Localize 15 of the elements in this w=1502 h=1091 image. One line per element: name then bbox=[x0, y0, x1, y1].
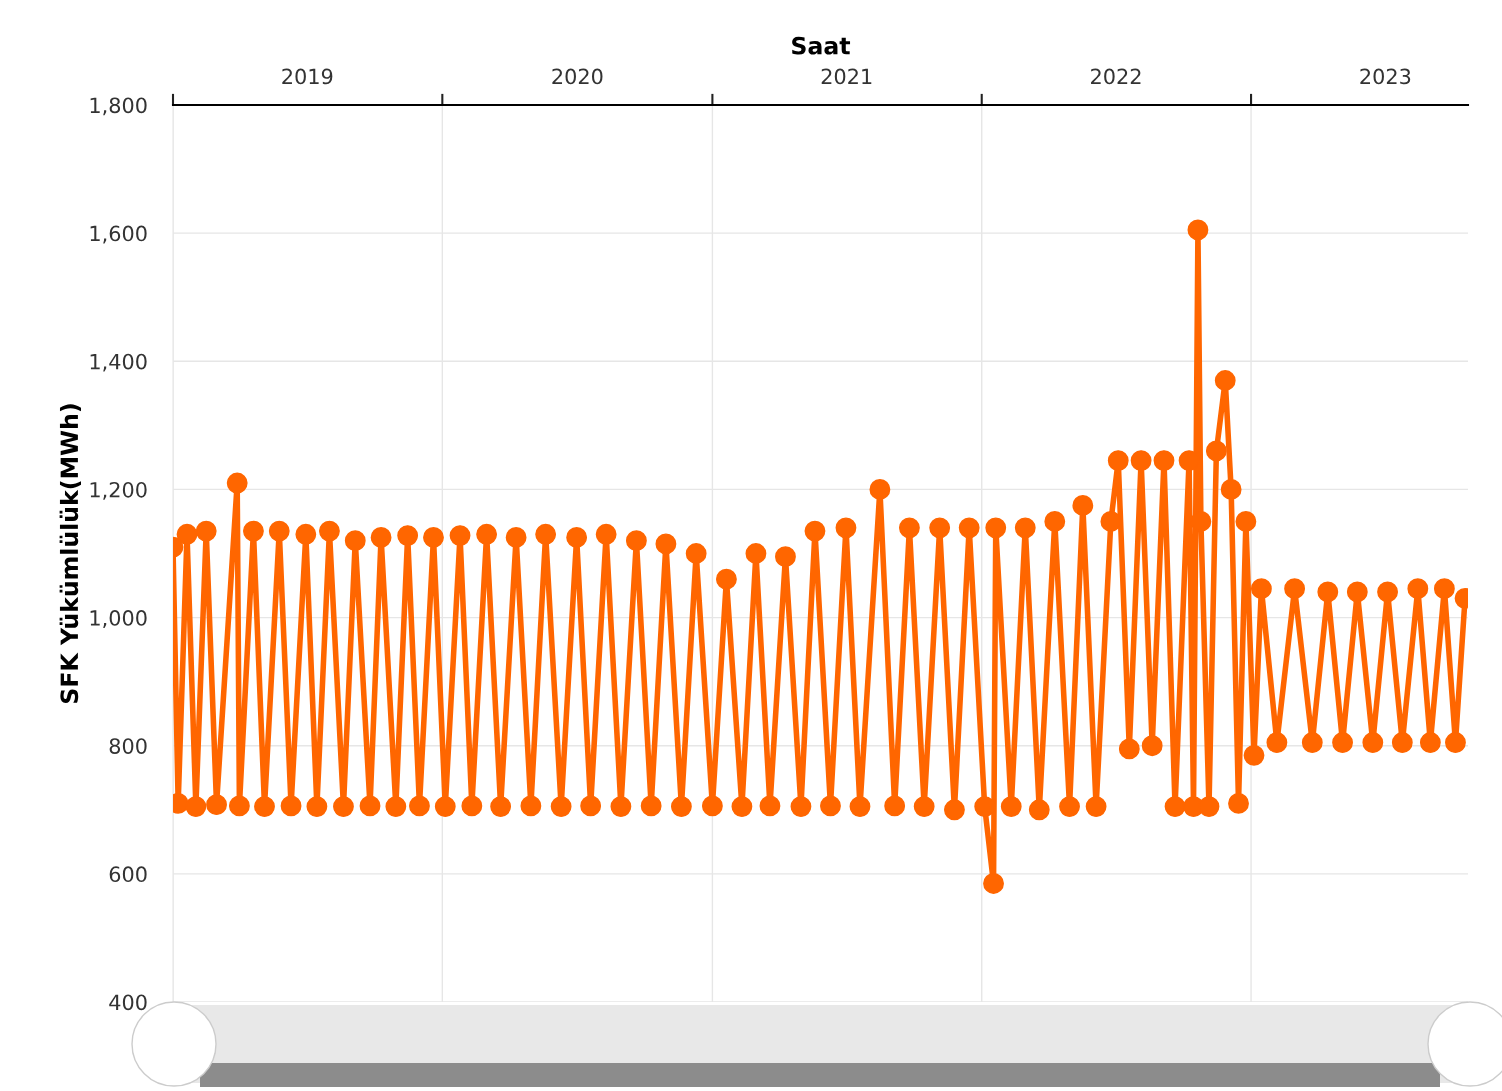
y-tick-label: 800 bbox=[109, 738, 147, 754]
y-tick-label: 1,200 bbox=[90, 481, 147, 500]
y-axis-title: SFK Yükümlülük(MWh) bbox=[59, 404, 82, 703]
x-axis-title: Saat bbox=[792, 36, 851, 55]
y-tick-label: 1,600 bbox=[90, 225, 147, 244]
x-tick-label: 2023 bbox=[1360, 68, 1411, 85]
x-tick-label: 2019 bbox=[282, 68, 333, 85]
x-tick-label: 2021 bbox=[821, 68, 872, 85]
y-tick-label: 400 bbox=[109, 994, 147, 1011]
y-tick-label: 600 bbox=[109, 866, 147, 883]
y-tick-label: 1,000 bbox=[90, 610, 147, 628]
y-tick-label: 1,800 bbox=[90, 97, 147, 116]
x-tick-label: 2022 bbox=[1091, 68, 1141, 85]
x-tick-label: 2020 bbox=[552, 68, 603, 85]
y-tick-label: 1,400 bbox=[90, 353, 147, 372]
